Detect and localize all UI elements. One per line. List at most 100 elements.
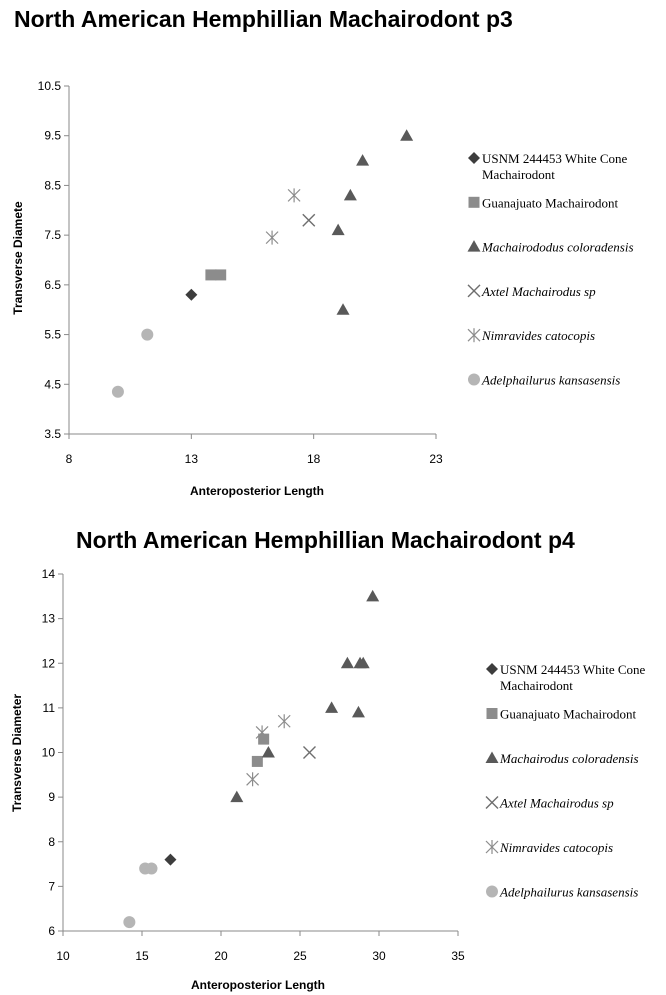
data-point-triangle bbox=[356, 154, 370, 166]
y-tick-label: 13 bbox=[42, 612, 56, 626]
data-point-x bbox=[302, 746, 316, 759]
legend-item: Axtel Machairodus sp bbox=[467, 284, 596, 299]
legend-label: Machairodont bbox=[482, 167, 555, 182]
y-tick-label: 3.5 bbox=[44, 427, 61, 441]
legend-label: Nimravides catocopis bbox=[481, 328, 595, 343]
x-tick-label: 13 bbox=[185, 452, 199, 466]
y-axis-label: Transverse Diamete bbox=[11, 201, 25, 315]
data-point-diamond bbox=[185, 288, 198, 301]
chart-p4: North American Hemphillian Machairodont … bbox=[10, 527, 646, 992]
legend-label: Axtel Machairodus sp bbox=[499, 796, 614, 811]
legend-item: Axtel Machairodus sp bbox=[485, 796, 614, 811]
x-tick-label: 15 bbox=[135, 949, 149, 963]
data-point-triangle bbox=[351, 705, 365, 718]
y-tick-label: 12 bbox=[42, 656, 56, 670]
data-point-triangle bbox=[400, 129, 414, 141]
legend-label: Machairododus coloradensis bbox=[481, 240, 634, 255]
legend-label: Guanajuato Machairodont bbox=[482, 195, 618, 210]
data-point-x bbox=[302, 213, 316, 227]
legend-marker-x bbox=[467, 284, 481, 298]
x-tick-label: 25 bbox=[293, 949, 307, 963]
legend-marker-triangle bbox=[485, 751, 499, 763]
data-point-circle bbox=[145, 862, 158, 875]
legend-item: Guanajuato Machairodont bbox=[468, 195, 618, 210]
x-tick-label: 35 bbox=[451, 949, 465, 963]
y-tick-label: 4.5 bbox=[44, 377, 61, 391]
data-point-asterisk bbox=[287, 188, 301, 203]
data-point-triangle bbox=[340, 656, 354, 669]
legend-label: Axtel Machairodus sp bbox=[481, 284, 596, 299]
data-point-square bbox=[205, 269, 217, 281]
y-axis-label: Transverse Diameter bbox=[10, 694, 24, 812]
data-point-circle bbox=[141, 328, 154, 341]
legend-marker-square bbox=[468, 196, 480, 208]
data-point-triangle bbox=[230, 790, 244, 803]
y-tick-label: 10.5 bbox=[38, 79, 62, 93]
legend-item: Nimravides catocopis bbox=[467, 328, 595, 343]
y-tick-label: 10 bbox=[42, 746, 56, 760]
data-point-triangle bbox=[366, 589, 380, 602]
legend-item: Guanajuato Machairodont bbox=[486, 707, 636, 722]
legend-label: Guanajuato Machairodont bbox=[500, 707, 636, 722]
legend-item: Machairododus coloradensis bbox=[467, 240, 634, 255]
legend-label: USNM 244453 White Cone bbox=[482, 151, 628, 166]
data-point-asterisk bbox=[265, 230, 279, 245]
legend-label: Adelphailurus kansasensis bbox=[481, 373, 620, 388]
y-tick-label: 9.5 bbox=[44, 129, 61, 143]
data-point-circle bbox=[123, 916, 136, 929]
legend-marker-diamond bbox=[468, 152, 480, 164]
legend-label: Machairodont bbox=[500, 678, 573, 693]
data-point-asterisk bbox=[246, 772, 260, 787]
y-tick-label: 8.5 bbox=[44, 178, 61, 192]
legend-item: Adelphailurus kansasensis bbox=[486, 885, 638, 900]
legend-marker-diamond bbox=[486, 663, 498, 675]
y-tick-label: 5.5 bbox=[44, 328, 61, 342]
y-tick-label: 7.5 bbox=[44, 228, 61, 242]
legend-label: Adelphailurus kansasensis bbox=[499, 885, 638, 900]
legend-label: USNM 244453 White Cone bbox=[500, 662, 646, 677]
legend-marker-circle bbox=[468, 373, 480, 386]
data-point-triangle bbox=[325, 701, 339, 713]
data-point-triangle bbox=[331, 223, 345, 236]
x-axis-label: Anteroposterior Length bbox=[190, 484, 324, 498]
legend-item: Nimravides catocopis bbox=[485, 840, 613, 855]
x-tick-label: 23 bbox=[429, 452, 443, 466]
legend-item: Machairodus coloradensis bbox=[485, 751, 639, 766]
x-tick-label: 20 bbox=[214, 949, 228, 963]
x-tick-label: 30 bbox=[372, 949, 386, 963]
data-point-square bbox=[215, 269, 227, 281]
chart-title: North American Hemphillian Machairodont … bbox=[76, 527, 575, 553]
y-tick-label: 7 bbox=[48, 879, 55, 893]
data-point-triangle bbox=[336, 303, 350, 315]
y-tick-label: 9 bbox=[48, 790, 55, 804]
data-point-triangle bbox=[343, 188, 357, 201]
x-axis-label: Anteroposterior Length bbox=[191, 978, 325, 992]
chart-p3: North American Hemphillian Machairodont … bbox=[11, 6, 634, 498]
legend-marker-asterisk bbox=[485, 840, 499, 854]
data-point-asterisk bbox=[255, 725, 269, 740]
y-tick-label: 11 bbox=[43, 701, 56, 715]
legend-marker-x bbox=[485, 796, 499, 809]
data-point-square bbox=[251, 755, 263, 767]
legend-label: Nimravides catocopis bbox=[499, 840, 613, 855]
x-tick-label: 8 bbox=[66, 452, 73, 466]
x-tick-label: 10 bbox=[56, 949, 70, 963]
x-tick-label: 18 bbox=[307, 452, 321, 466]
data-point-triangle bbox=[261, 746, 275, 758]
data-point-square bbox=[258, 733, 270, 745]
legend-marker-asterisk bbox=[467, 328, 481, 343]
y-tick-label: 6.5 bbox=[44, 278, 61, 292]
legend-item: Adelphailurus kansasensis bbox=[468, 373, 620, 388]
data-point-circle bbox=[111, 385, 124, 398]
data-point-triangle bbox=[356, 656, 370, 669]
chart-title: North American Hemphillian Machairodont … bbox=[14, 6, 513, 32]
legend-label: Machairodus coloradensis bbox=[499, 751, 639, 766]
y-tick-label: 14 bbox=[42, 567, 56, 581]
y-tick-label: 6 bbox=[48, 924, 55, 938]
data-point-diamond bbox=[164, 853, 177, 866]
